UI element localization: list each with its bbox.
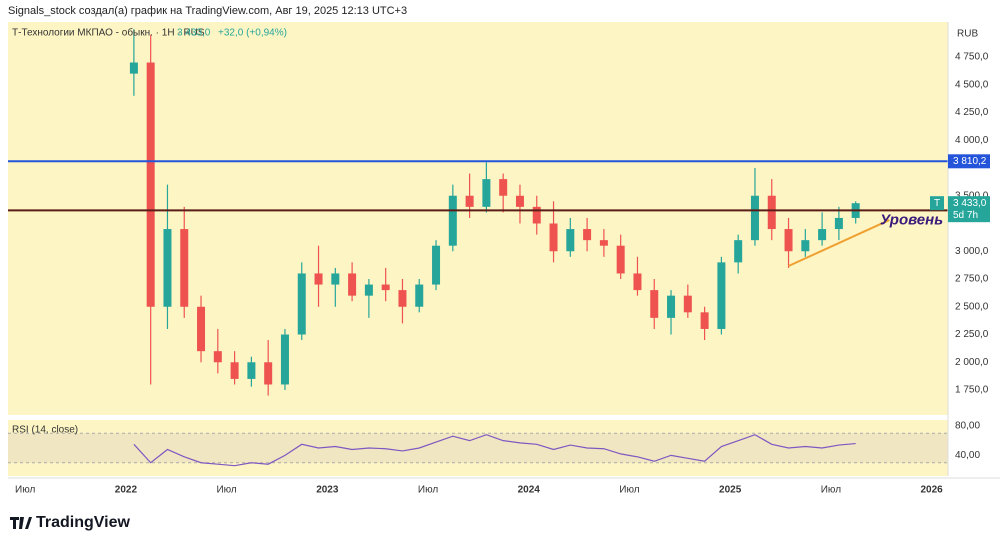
plot-background — [8, 22, 948, 415]
y-tick-label: 1 750,0 — [955, 385, 989, 396]
candle-body — [515, 195, 524, 207]
logo — [10, 517, 32, 529]
footer: TradingView — [36, 514, 131, 531]
legend-title: Т-Технологии МКПАО - обыкн. · 1Н · RUS — [12, 27, 205, 39]
candle-body — [801, 240, 810, 252]
x-tick-label: 2026 — [920, 485, 943, 496]
price-tag — [948, 154, 990, 169]
x-tick-label: 2025 — [719, 485, 742, 496]
x-tick-label: Июл — [418, 485, 438, 496]
rsi-line — [133, 434, 856, 467]
candle-body — [465, 195, 474, 207]
candle-body — [213, 351, 222, 363]
candle-body — [499, 179, 508, 196]
candle-body — [650, 290, 659, 318]
candle-body — [683, 295, 692, 313]
y-tick-label: 2 250,0 — [955, 329, 989, 340]
candle-body — [331, 273, 340, 285]
y-tick-label: 4 000,0 — [955, 135, 989, 146]
candle-body — [280, 334, 289, 385]
candle-body — [146, 62, 155, 307]
annotation: Уровень по — [880, 211, 966, 228]
candle-body — [818, 229, 827, 241]
x-tick-label: 2022 — [115, 485, 138, 496]
candle-body — [398, 290, 407, 307]
x-tick-label: 2023 — [316, 485, 339, 496]
candle-body — [129, 62, 138, 74]
candle-body — [784, 229, 793, 252]
candle-body — [633, 273, 642, 291]
price-axis — [948, 22, 1000, 476]
candle-body — [364, 284, 373, 296]
x-tick-label: Июл — [216, 485, 236, 496]
candle-body — [163, 229, 172, 307]
price-tag-label: 3 810,2 — [953, 156, 987, 167]
header: Signals_stock создал(а) график на Tradin… — [8, 5, 407, 17]
legend-price: 3 433,0 — [177, 28, 211, 39]
y-tick-label: 4 250,0 — [955, 107, 989, 118]
candle-body — [834, 217, 843, 230]
y-tick-label: 2 750,0 — [955, 274, 989, 285]
candle-body — [432, 245, 441, 285]
candle-body — [314, 273, 323, 285]
y-tick-label: 4 750,0 — [955, 52, 989, 63]
candle-body — [415, 284, 424, 307]
candle-body — [247, 362, 256, 379]
candle-body — [381, 284, 390, 291]
candle-body — [667, 295, 676, 318]
candle-body — [532, 206, 541, 224]
trendline — [788, 219, 890, 267]
candle-body — [750, 195, 759, 241]
y-tick-label: 3 500,0 — [955, 190, 989, 201]
rsi-tick-label: 80,00 — [955, 421, 980, 432]
legend-change: +32,0 (+0,94%) — [218, 28, 287, 39]
candle-body — [583, 229, 592, 241]
candle-body — [734, 240, 743, 263]
candle-body — [230, 362, 239, 379]
y-tick-label: 2 000,0 — [955, 357, 989, 368]
candle-body — [197, 306, 206, 352]
candle-body — [616, 245, 625, 274]
candle-body — [348, 273, 357, 296]
candle-body — [264, 362, 273, 385]
candle-body — [599, 240, 608, 246]
candle-body — [482, 179, 491, 207]
candle-body — [700, 312, 709, 329]
candle-body — [767, 195, 776, 230]
x-tick-label: Июл — [821, 485, 841, 496]
last-price-tag — [948, 196, 990, 223]
candle-body — [566, 229, 575, 252]
badge-box — [930, 196, 944, 211]
candle-body — [717, 262, 726, 329]
y-tick-label: 4 500,0 — [955, 79, 989, 90]
candle-body — [549, 223, 558, 252]
countdown: 5d 7h — [953, 210, 978, 221]
candle-body — [297, 273, 306, 335]
rsi-title: RSI (14, close) — [12, 425, 78, 436]
currency: RUB — [957, 29, 978, 40]
candle-body — [448, 195, 457, 246]
x-tick-label: Июл — [15, 485, 35, 496]
y-tick-label: 3 000,0 — [955, 246, 989, 257]
candle-body — [180, 229, 189, 307]
rsi-tick-label: 40,00 — [955, 450, 980, 461]
price-pane — [8, 29, 948, 396]
x-tick-label: 2024 — [518, 485, 541, 496]
last-price-label: 3 433,0 — [953, 198, 987, 209]
badge: T — [934, 198, 940, 209]
y-tick-label: 2 500,0 — [955, 301, 989, 312]
x-tick-label: Июл — [619, 485, 639, 496]
